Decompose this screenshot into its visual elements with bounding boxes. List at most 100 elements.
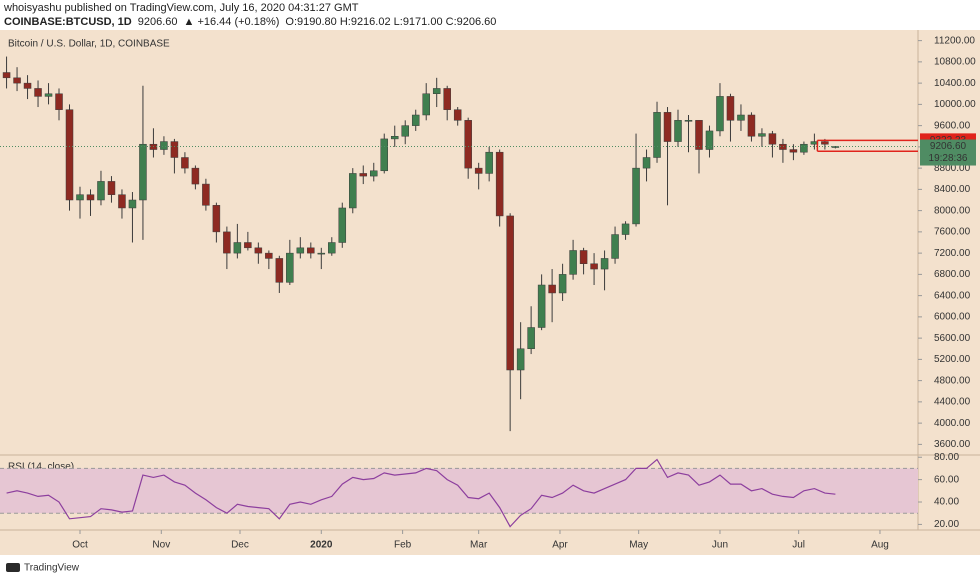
ohlc: O:9190.80 H:9216.02 L:9171.00 C:9206.60 bbox=[285, 16, 496, 28]
candle-body bbox=[716, 96, 724, 132]
x-tick-label: Jul bbox=[792, 540, 805, 551]
candle-body bbox=[118, 194, 126, 209]
candle-body bbox=[307, 247, 315, 254]
candle-body bbox=[821, 141, 829, 145]
candle-body bbox=[600, 258, 609, 270]
candle-body bbox=[170, 141, 179, 158]
countdown: 19:28:36 bbox=[929, 153, 968, 164]
candle-body bbox=[317, 252, 326, 255]
candle-body bbox=[684, 120, 693, 122]
candle-body bbox=[380, 138, 388, 172]
candle-body bbox=[432, 88, 441, 94]
y-tick-label: 5600.00 bbox=[934, 333, 971, 344]
candle-body bbox=[800, 143, 808, 153]
candle-body bbox=[65, 109, 74, 201]
candle-body bbox=[55, 93, 63, 110]
candle-body bbox=[34, 88, 42, 97]
y-tick-label: 80.00 bbox=[934, 452, 959, 463]
candle-body bbox=[139, 143, 147, 201]
y-tick-label: 10800.00 bbox=[934, 57, 976, 68]
candle-body bbox=[453, 109, 462, 121]
candle-body bbox=[212, 205, 221, 233]
candle-body bbox=[390, 136, 399, 140]
x-tick-label: Oct bbox=[72, 540, 88, 551]
candle-body bbox=[254, 247, 263, 254]
candle-body bbox=[191, 167, 200, 185]
y-tick-label: 7200.00 bbox=[934, 248, 971, 259]
y-tick-label: 4000.00 bbox=[934, 418, 971, 429]
chart-background bbox=[0, 30, 980, 555]
candle-body bbox=[160, 141, 168, 150]
candle-body bbox=[642, 157, 651, 169]
candle-body bbox=[286, 252, 294, 283]
y-tick-label: 20.00 bbox=[934, 519, 959, 530]
candle-body bbox=[537, 284, 546, 328]
candle-body bbox=[23, 82, 32, 89]
candle-body bbox=[726, 96, 735, 121]
candle-body bbox=[2, 72, 11, 79]
candle-body bbox=[233, 242, 242, 254]
candle-body bbox=[328, 242, 336, 254]
candle-body bbox=[674, 120, 682, 142]
y-tick-label: 40.00 bbox=[934, 497, 959, 508]
rsi-band bbox=[0, 468, 918, 514]
y-tick-label: 10400.00 bbox=[934, 78, 976, 89]
candle-body bbox=[653, 112, 661, 158]
candle-body bbox=[107, 181, 116, 195]
x-tick-label: Feb bbox=[394, 540, 412, 551]
candle-body bbox=[76, 194, 84, 201]
price-tag bbox=[920, 139, 976, 166]
y-tick-label: 8800.00 bbox=[934, 163, 971, 174]
y-tick-label: 8000.00 bbox=[934, 205, 971, 216]
candle-body bbox=[401, 125, 409, 137]
candle-body bbox=[128, 199, 137, 209]
candle-body bbox=[97, 181, 105, 201]
candle-body bbox=[265, 252, 273, 259]
candle-body bbox=[244, 242, 252, 249]
candle-body bbox=[86, 194, 95, 201]
brand: TradingView bbox=[6, 563, 80, 574]
candle-body bbox=[13, 77, 21, 84]
candle-body bbox=[569, 250, 577, 275]
candle-body bbox=[548, 284, 556, 294]
x-tick-label: Dec bbox=[231, 540, 249, 551]
candle-body bbox=[223, 231, 231, 254]
candle-body bbox=[485, 151, 493, 174]
candle-body bbox=[747, 114, 756, 137]
candle-body bbox=[338, 207, 347, 243]
candle-body bbox=[422, 93, 430, 116]
y-tick-label: 11200.00 bbox=[934, 35, 975, 46]
indicator-title: RSI (14, close) bbox=[8, 462, 74, 473]
candle-body bbox=[464, 120, 472, 169]
candle-body bbox=[202, 183, 210, 206]
candle-body bbox=[621, 223, 630, 235]
brand-name: TradingView bbox=[24, 563, 80, 574]
x-tick-label: Nov bbox=[152, 540, 170, 551]
symbol: COINBASE:BTCUSD, 1D bbox=[4, 16, 132, 28]
candle-body bbox=[296, 247, 305, 254]
y-tick-label: 8400.00 bbox=[934, 184, 971, 195]
y-tick-label: 7600.00 bbox=[934, 227, 971, 238]
price: 9206.60 bbox=[138, 16, 178, 28]
candle-body bbox=[443, 88, 451, 110]
candle-body bbox=[359, 173, 368, 177]
candle-body bbox=[579, 250, 588, 264]
candle-body bbox=[527, 327, 535, 349]
y-tick-label: 60.00 bbox=[934, 474, 959, 485]
candle-body bbox=[506, 215, 514, 371]
candle-body bbox=[495, 151, 504, 217]
x-tick-label: Apr bbox=[552, 540, 568, 551]
candle-body bbox=[370, 170, 378, 177]
candle-body bbox=[44, 93, 53, 97]
x-tick-label: Mar bbox=[470, 540, 488, 551]
y-tick-label: 6800.00 bbox=[934, 269, 971, 280]
last-price-label: 9206.60 bbox=[930, 141, 967, 152]
candle-body bbox=[181, 157, 189, 169]
y-tick-label: 10000.00 bbox=[934, 99, 976, 110]
candle-body bbox=[516, 348, 525, 371]
candle-body bbox=[705, 130, 714, 150]
candle-body bbox=[737, 114, 745, 121]
candle-body bbox=[758, 133, 766, 137]
x-tick-label: Aug bbox=[871, 540, 889, 551]
